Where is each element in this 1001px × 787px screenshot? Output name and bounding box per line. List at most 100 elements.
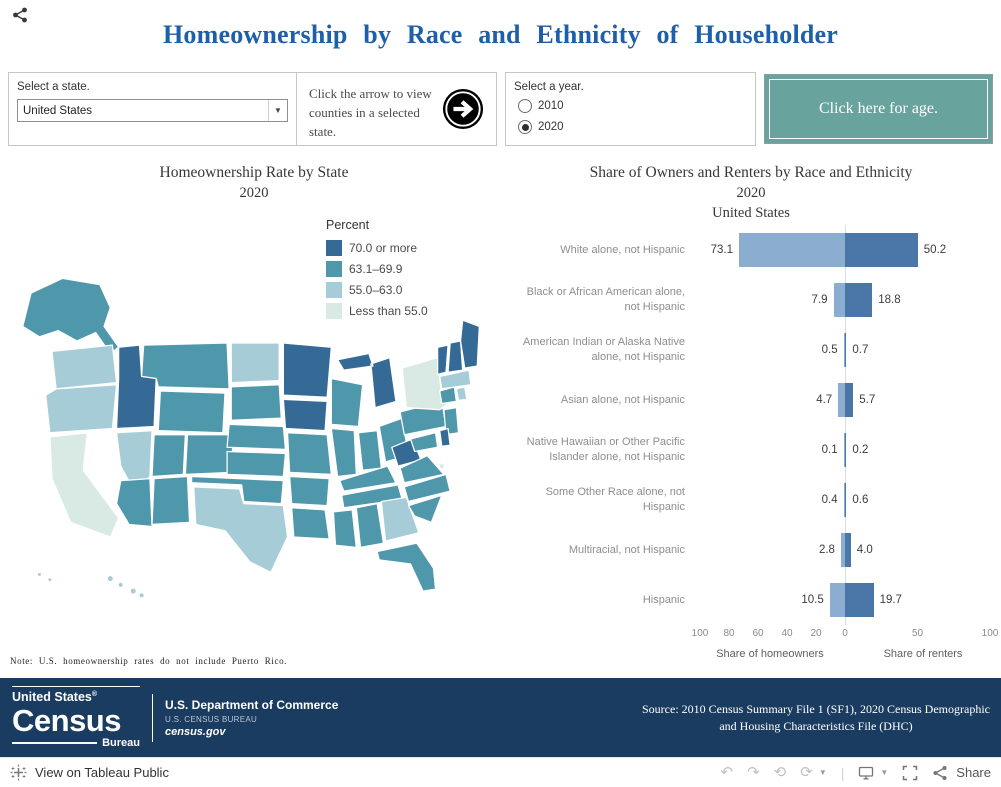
state-KS[interactable] — [226, 450, 287, 478]
state-AR[interactable] — [288, 475, 330, 507]
year-radio-2020[interactable]: 2020 — [518, 120, 755, 134]
state-TX[interactable] — [193, 486, 289, 574]
state-ID[interactable] — [115, 344, 157, 430]
state-HI-island[interactable] — [129, 587, 138, 595]
state-ND[interactable] — [230, 342, 280, 384]
state-NM[interactable] — [151, 475, 191, 526]
reset-icon[interactable]: ⟲ — [773, 764, 787, 781]
legend-label: 63.1–69.9 — [349, 262, 403, 276]
axis-label-homeowners: Share of homeowners — [716, 648, 824, 660]
renter-bar[interactable] — [845, 283, 873, 317]
census-footer: United States® Census Bureau U.S. Depart… — [0, 678, 1001, 757]
age-button[interactable]: Click here for age. — [764, 74, 993, 144]
state-IL[interactable] — [330, 427, 357, 478]
owner-bar[interactable] — [838, 383, 845, 417]
state-IA[interactable] — [282, 398, 328, 432]
state-NC[interactable] — [403, 473, 451, 503]
renter-bar[interactable] — [845, 583, 874, 617]
share-icon[interactable] — [12, 7, 28, 23]
owner-bar[interactable] — [829, 583, 845, 617]
state-MD[interactable] — [409, 432, 439, 453]
state-MN[interactable] — [282, 342, 332, 398]
state-MT[interactable] — [140, 342, 230, 390]
state-HI-island[interactable] — [117, 581, 124, 589]
view-counties-arrow-button[interactable] — [442, 88, 484, 130]
renter-value-label: 19.7 — [879, 594, 902, 606]
device-caret-icon[interactable]: ▼ — [880, 768, 889, 777]
renter-bar[interactable] — [845, 383, 854, 417]
owner-bar[interactable] — [843, 433, 845, 467]
bar-row: Some Other Race alone, not Hispanic 0.4 0.… — [517, 475, 995, 525]
state-MO[interactable] — [286, 432, 332, 476]
state-SD[interactable] — [230, 384, 282, 421]
state-VT[interactable] — [437, 344, 449, 375]
state-CO[interactable] — [184, 434, 234, 476]
category-label: Native Hawaiian or Other Pacific Islande… — [526, 436, 685, 463]
radio-icon[interactable] — [518, 120, 532, 134]
radio-icon[interactable] — [518, 99, 532, 113]
dept-site[interactable]: census.gov — [165, 725, 226, 738]
fullscreen-icon[interactable] — [902, 765, 918, 781]
bar-plot: 7.9 18.8 — [695, 275, 995, 325]
state-WA[interactable] — [51, 344, 118, 390]
chevron-down-icon[interactable]: ▼ — [268, 100, 287, 121]
category-label: Some Other Race alone, not Hispanic — [545, 486, 685, 513]
share-button[interactable]: Share — [956, 765, 991, 780]
state-MA[interactable] — [439, 369, 472, 390]
owner-bar[interactable] — [840, 533, 845, 567]
state-FL[interactable] — [376, 542, 437, 592]
legend-item: 63.1–69.9 — [326, 261, 428, 277]
refresh-caret-icon[interactable]: ▼ — [818, 768, 827, 777]
undo-icon[interactable]: ↶ — [720, 764, 734, 781]
state-dropdown[interactable]: United States ▼ — [17, 99, 288, 122]
state-SC[interactable] — [407, 494, 443, 523]
refresh-icon[interactable]: ⟳ — [800, 764, 813, 781]
state-HI-island[interactable] — [47, 576, 53, 583]
state-MS[interactable] — [332, 509, 357, 548]
state-ME[interactable] — [459, 319, 480, 369]
redo-icon[interactable]: ↷ — [747, 764, 760, 781]
state-AL[interactable] — [355, 502, 385, 548]
state-RI[interactable] — [455, 386, 468, 402]
state-DE[interactable] — [439, 427, 451, 447]
state-HI-island[interactable] — [106, 574, 115, 583]
owner-value-label: 2.8 — [818, 544, 835, 556]
us-choropleth-map[interactable] — [10, 268, 490, 612]
state-NH[interactable] — [447, 340, 464, 373]
tableau-logo-icon[interactable] — [10, 764, 27, 781]
year-radio-label: 2020 — [538, 121, 564, 133]
owner-bar[interactable] — [833, 283, 845, 317]
state-CA[interactable] — [49, 432, 120, 538]
state-AZ[interactable] — [115, 477, 153, 528]
state-NJ[interactable] — [443, 407, 460, 436]
state-KY[interactable] — [339, 465, 397, 492]
state-WI[interactable] — [330, 377, 364, 428]
legend-items: 70.0 or more 63.1–69.9 55.0–63.0 Less than … — [326, 240, 428, 319]
renter-bar[interactable] — [845, 333, 847, 367]
state-LA[interactable] — [291, 507, 330, 540]
year-selector-panel: Select a year. 2010 2020 — [505, 72, 756, 146]
state-WY[interactable] — [157, 390, 226, 434]
year-radio-2010[interactable]: 2010 — [518, 99, 755, 113]
share-nodes-icon[interactable] — [932, 765, 948, 781]
device-layout-icon[interactable] — [858, 765, 874, 781]
bar-chart-rows: White alone, not Hispanic 73.1 50.2 Black o… — [517, 225, 995, 625]
state-OR[interactable] — [45, 384, 118, 434]
state-MI[interactable] — [336, 352, 397, 409]
renter-bar[interactable] — [845, 533, 851, 567]
state-AK[interactable] — [22, 277, 120, 355]
state-IN[interactable] — [357, 429, 382, 471]
renter-bar[interactable] — [845, 233, 918, 267]
owner-bar[interactable] — [843, 483, 845, 517]
owner-bar[interactable] — [739, 233, 845, 267]
state-NE[interactable] — [226, 423, 287, 451]
renter-bar[interactable] — [845, 433, 847, 467]
owner-bar[interactable] — [843, 333, 845, 367]
state-UT[interactable] — [151, 434, 186, 478]
view-on-tableau-public-link[interactable]: View on Tableau Public — [35, 765, 169, 780]
state-HI-island[interactable] — [138, 592, 145, 599]
state-HI-island[interactable] — [36, 571, 43, 578]
renter-bar[interactable] — [845, 483, 847, 517]
state-DC[interactable] — [438, 462, 446, 470]
census-logo: United States® Census Bureau — [12, 686, 140, 749]
